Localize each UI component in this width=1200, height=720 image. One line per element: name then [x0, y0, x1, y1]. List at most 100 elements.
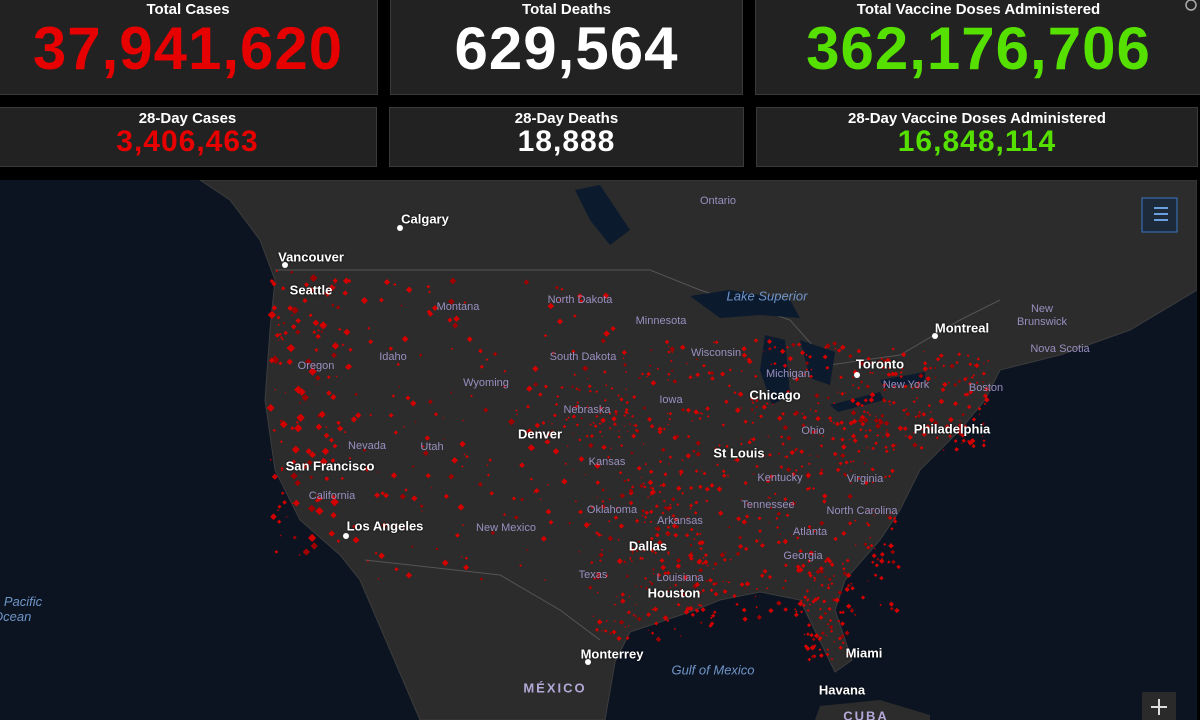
- case-marker: [811, 599, 816, 604]
- case-marker: [779, 348, 786, 355]
- case-marker: [698, 484, 703, 490]
- case-marker: [800, 465, 804, 469]
- map-label: Vancouver: [278, 249, 344, 265]
- case-marker: [972, 374, 975, 377]
- map-label: St Louis: [713, 445, 765, 461]
- map-label: Ohio: [801, 425, 825, 437]
- case-marker: [724, 399, 729, 404]
- case-marker: [292, 499, 300, 507]
- case-marker: [619, 397, 624, 402]
- case-marker: [881, 557, 884, 560]
- case-marker: [879, 603, 882, 607]
- case-marker: [642, 406, 647, 410]
- lake: [575, 185, 630, 245]
- case-marker: [881, 435, 885, 439]
- case-marker: [290, 270, 294, 274]
- case-marker: [600, 338, 606, 344]
- case-marker: [544, 439, 551, 445]
- case-marker: [286, 358, 293, 366]
- case-marker: [746, 357, 752, 362]
- case-marker: [857, 477, 861, 480]
- case-marker: [426, 309, 432, 315]
- case-marker: [806, 632, 810, 636]
- case-marker: [690, 612, 695, 618]
- case-marker: [860, 403, 864, 408]
- case-marker: [644, 576, 648, 580]
- case-marker: [912, 400, 916, 404]
- case-marker: [626, 610, 631, 615]
- stat-value: 37,941,620: [32, 15, 344, 82]
- case-marker: [379, 297, 384, 303]
- lake: [800, 340, 835, 385]
- case-marker: [870, 467, 875, 472]
- case-marker: [567, 416, 570, 419]
- case-marker: [405, 286, 413, 293]
- map-label: Los Angeles: [346, 518, 424, 534]
- case-marker: [752, 473, 755, 476]
- case-marker: [835, 467, 841, 473]
- case-marker: [674, 434, 680, 439]
- stat-label: Total Vaccine Doses Administered: [856, 1, 1101, 18]
- case-marker: [784, 579, 787, 583]
- case-marker: [751, 401, 755, 404]
- case-marker: [734, 457, 740, 463]
- case-marker: [695, 532, 700, 536]
- case-marker: [869, 543, 874, 548]
- case-marker: [571, 385, 575, 389]
- case-marker: [840, 634, 845, 639]
- case-marker: [660, 564, 666, 571]
- case-marker: [643, 521, 646, 524]
- case-marker: [421, 510, 423, 512]
- case-marker: [657, 539, 663, 546]
- case-marker: [873, 514, 876, 516]
- case-marker: [667, 423, 670, 426]
- case-marker: [890, 371, 896, 377]
- case-marker: [890, 527, 894, 531]
- case-marker: [343, 430, 347, 434]
- case-marker: [601, 444, 607, 450]
- case-marker: [728, 525, 731, 529]
- case-marker: [807, 486, 811, 490]
- basemap: [199, 180, 1197, 720]
- case-marker: [629, 558, 632, 561]
- stat-panel: Total Vaccine Doses Administered 362,176…: [755, 0, 1200, 95]
- case-marker: [774, 492, 777, 496]
- case-marker: [479, 364, 484, 369]
- case-marker: [319, 321, 328, 330]
- stat-label: 28-Day Deaths: [514, 110, 619, 127]
- case-marker: [819, 653, 824, 658]
- case-marker: [835, 421, 840, 427]
- case-marker: [713, 591, 719, 597]
- case-marker: [851, 376, 855, 379]
- case-marker: [759, 414, 764, 419]
- case-marker: [716, 463, 719, 467]
- case-marker: [744, 587, 747, 590]
- case-marker: [699, 604, 703, 607]
- map-label: Arkansas: [657, 515, 703, 527]
- case-marker: [411, 545, 414, 548]
- case-marker: [647, 495, 650, 498]
- case-marker: [352, 536, 360, 544]
- case-marker: [390, 472, 398, 479]
- case-marker: [814, 409, 818, 413]
- close-icon[interactable]: [1184, 0, 1198, 12]
- case-marker: [652, 572, 655, 575]
- case-marker: [398, 386, 401, 388]
- case-marker: [845, 651, 850, 657]
- case-marker: [350, 416, 358, 423]
- case-marker: [332, 443, 338, 449]
- case-marker: [280, 469, 284, 472]
- case-marker: [275, 269, 279, 273]
- map[interactable]: Ontario Calgary Vancouver Seattle Lake Super…: [0, 180, 1197, 720]
- map-label: New Mexico: [476, 522, 536, 534]
- case-marker: [805, 368, 809, 371]
- stat-label: Total Cases: [146, 1, 230, 18]
- map-label: Michigan: [765, 368, 811, 380]
- case-marker: [321, 447, 330, 456]
- case-marker: [396, 362, 401, 367]
- case-marker: [837, 391, 839, 394]
- case-marker: [822, 435, 825, 438]
- case-marker: [893, 516, 897, 520]
- case-marker: [635, 549, 639, 552]
- case-marker: [596, 571, 602, 578]
